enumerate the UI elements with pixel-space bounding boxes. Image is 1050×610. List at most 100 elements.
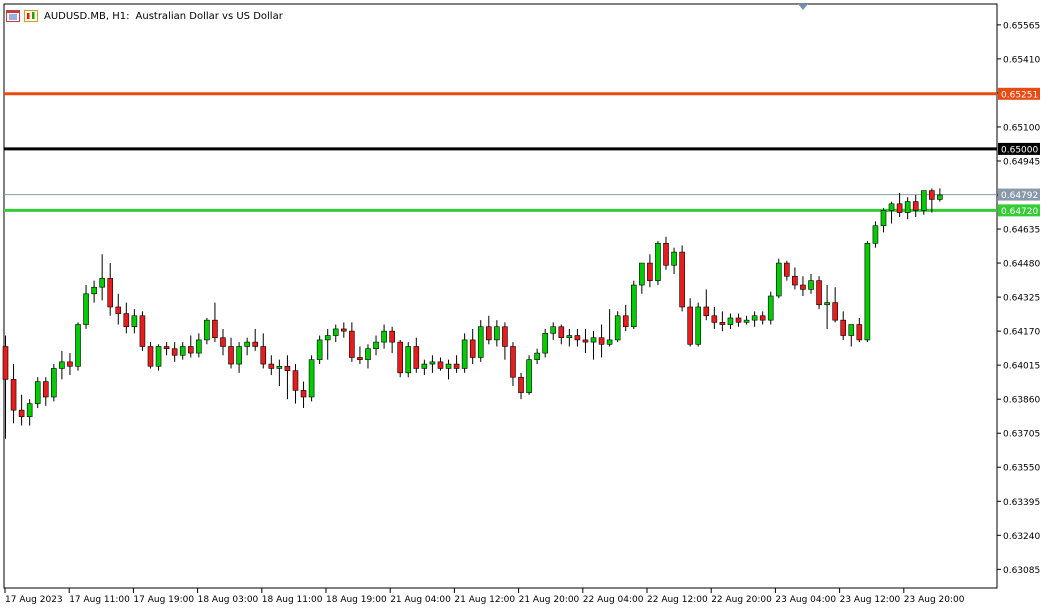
bear-candle[interactable] <box>123 313 130 328</box>
bear-candle[interactable] <box>719 322 726 325</box>
bear-candle[interactable] <box>284 365 291 371</box>
bull-candle[interactable] <box>34 381 41 404</box>
bull-candle[interactable] <box>590 337 597 343</box>
bear-candle[interactable] <box>735 317 742 323</box>
bear-candle[interactable] <box>647 262 653 281</box>
bear-candle[interactable] <box>711 315 718 323</box>
bear-candle[interactable] <box>759 315 766 321</box>
bull-candle[interactable] <box>83 293 89 325</box>
bull-candle[interactable] <box>550 326 557 334</box>
bull-candle[interactable] <box>405 346 412 374</box>
bear-candle[interactable] <box>510 346 516 378</box>
bull-candle[interactable] <box>727 317 734 325</box>
candles-icon[interactable] <box>24 10 38 22</box>
bear-candle[interactable] <box>687 306 693 345</box>
bear-candle[interactable] <box>139 315 146 347</box>
bull-candle[interactable] <box>751 315 758 321</box>
bear-candle[interactable] <box>502 326 508 347</box>
bull-candle[interactable] <box>630 284 637 328</box>
bull-candle[interactable] <box>131 315 138 328</box>
bear-candle[interactable] <box>357 357 363 360</box>
bull-candle[interactable] <box>477 326 484 358</box>
bear-candle[interactable] <box>220 337 226 347</box>
bull-candle[interactable] <box>75 324 81 367</box>
bull-candle[interactable] <box>308 359 315 398</box>
bear-candle[interactable] <box>10 379 17 411</box>
bear-candle[interactable] <box>912 201 919 211</box>
bull-candle[interactable] <box>445 363 452 369</box>
bear-candle[interactable] <box>896 203 903 213</box>
bull-candle[interactable] <box>155 346 162 367</box>
bull-candle[interactable] <box>743 319 750 323</box>
bear-candle[interactable] <box>228 346 234 365</box>
bull-candle[interactable] <box>381 330 387 343</box>
bear-candle[interactable] <box>485 326 492 341</box>
bear-candle[interactable] <box>929 190 935 200</box>
bull-candle[interactable] <box>316 339 323 360</box>
bull-candle[interactable] <box>775 262 782 297</box>
bull-candle[interactable] <box>26 403 33 418</box>
bull-candle[interactable] <box>566 335 573 339</box>
bull-candle[interactable] <box>639 262 645 286</box>
bear-candle[interactable] <box>792 275 798 286</box>
bull-candle[interactable] <box>196 339 202 354</box>
bear-candle[interactable] <box>18 409 25 418</box>
bull-candle[interactable] <box>494 326 500 341</box>
bull-candle[interactable] <box>244 341 250 347</box>
bull-candle[interactable] <box>324 335 331 341</box>
bull-candle[interactable] <box>872 225 879 244</box>
bear-candle[interactable] <box>840 319 847 336</box>
bear-candle[interactable] <box>341 328 347 332</box>
bull-candle[interactable] <box>606 339 613 345</box>
bear-candle[interactable] <box>784 262 790 277</box>
bear-candle[interactable] <box>582 339 589 343</box>
bull-candle[interactable] <box>614 315 621 341</box>
chart-window-icon[interactable] <box>6 10 20 22</box>
bull-candle[interactable] <box>51 368 57 398</box>
bull-candle[interactable] <box>542 333 548 354</box>
bull-candle[interactable] <box>59 361 65 369</box>
bull-candle[interactable] <box>526 359 532 393</box>
bull-candle[interactable] <box>888 203 895 211</box>
bear-candle[interactable] <box>663 243 669 266</box>
bear-candle[interactable] <box>300 390 307 398</box>
bull-candle[interactable] <box>904 201 911 213</box>
bear-candle[interactable] <box>800 284 806 290</box>
bear-candle[interactable] <box>622 315 629 328</box>
bull-candle[interactable] <box>461 339 468 369</box>
bear-candle[interactable] <box>816 280 822 306</box>
bull-candle[interactable] <box>655 243 661 281</box>
bull-candle[interactable] <box>864 243 871 341</box>
bear-candle[interactable] <box>260 346 267 365</box>
bull-candle[interactable] <box>179 346 186 356</box>
bull-candle[interactable] <box>808 280 814 290</box>
bull-candle[interactable] <box>373 341 379 349</box>
bear-candle[interactable] <box>107 278 114 308</box>
bear-candle[interactable] <box>115 306 122 314</box>
bull-candle[interactable] <box>534 352 540 360</box>
bear-candle[interactable] <box>397 341 403 374</box>
bear-candle[interactable] <box>187 346 194 354</box>
chart-shift-marker[interactable] <box>798 4 808 10</box>
bear-candle[interactable] <box>832 302 838 321</box>
bear-candle[interactable] <box>574 335 581 341</box>
bear-candle[interactable] <box>252 341 259 347</box>
bear-candle[interactable] <box>171 348 178 356</box>
bear-candle[interactable] <box>413 346 420 369</box>
bear-candle[interactable] <box>389 330 395 343</box>
bear-candle[interactable] <box>679 251 685 308</box>
bear-candle[interactable] <box>518 376 524 393</box>
bull-candle[interactable] <box>204 319 210 341</box>
bear-candle[interactable] <box>437 361 444 369</box>
bear-candle[interactable] <box>67 361 73 367</box>
bear-candle[interactable] <box>349 330 355 358</box>
bull-candle[interactable] <box>937 194 943 200</box>
bear-candle[interactable] <box>268 363 275 369</box>
bull-candle[interactable] <box>920 190 927 211</box>
bull-candle[interactable] <box>421 363 428 369</box>
bear-candle[interactable] <box>856 324 863 341</box>
bull-candle[interactable] <box>99 278 105 288</box>
bear-candle[interactable] <box>703 306 710 317</box>
bull-candle[interactable] <box>824 302 830 306</box>
